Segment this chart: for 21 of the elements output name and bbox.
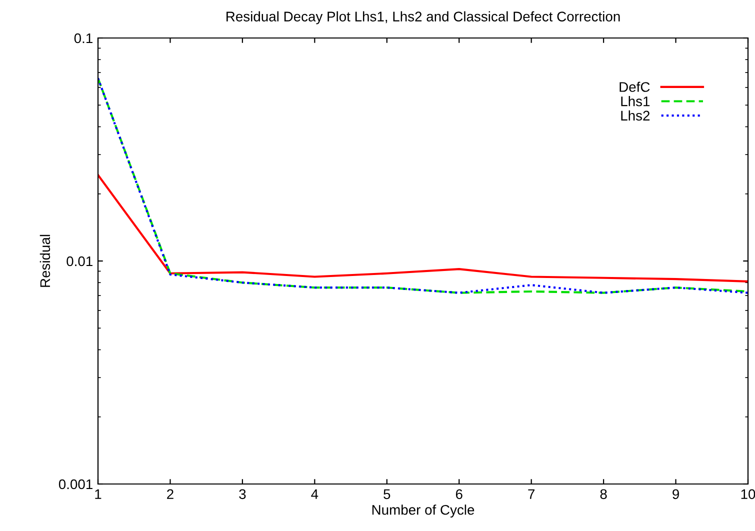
x-tick-label: 10: [741, 489, 755, 500]
y-tick-label: 0.001: [58, 479, 92, 490]
y-tick-label: 0.01: [66, 256, 92, 266]
y-tick-label: 0.1: [74, 33, 92, 44]
legend-label: DefC: [620, 82, 650, 92]
legend-label: Lhs2: [621, 110, 650, 121]
x-tick-label: 2: [167, 489, 174, 499]
x-axis-title: Number of Cycle: [372, 504, 474, 518]
x-tick-label: 8: [600, 489, 607, 500]
y-axis-title: Residual: [40, 234, 50, 287]
x-tick-label: 6: [456, 489, 462, 500]
x-tick-label: 3: [239, 489, 246, 500]
line-series: [98, 77, 748, 294]
x-tick-label: 7: [528, 489, 534, 499]
chart-title: Residual Decay Plot Lhs1, Lhs2 and Classical Defect Correction: [226, 11, 620, 24]
legend-label: Lhs1: [621, 96, 650, 106]
x-tick-label: 4: [311, 489, 318, 499]
x-tick-label: 5: [384, 489, 390, 500]
x-tick-label: 1: [95, 489, 102, 499]
x-tick-label: 9: [672, 489, 679, 500]
line-series: [98, 174, 748, 282]
